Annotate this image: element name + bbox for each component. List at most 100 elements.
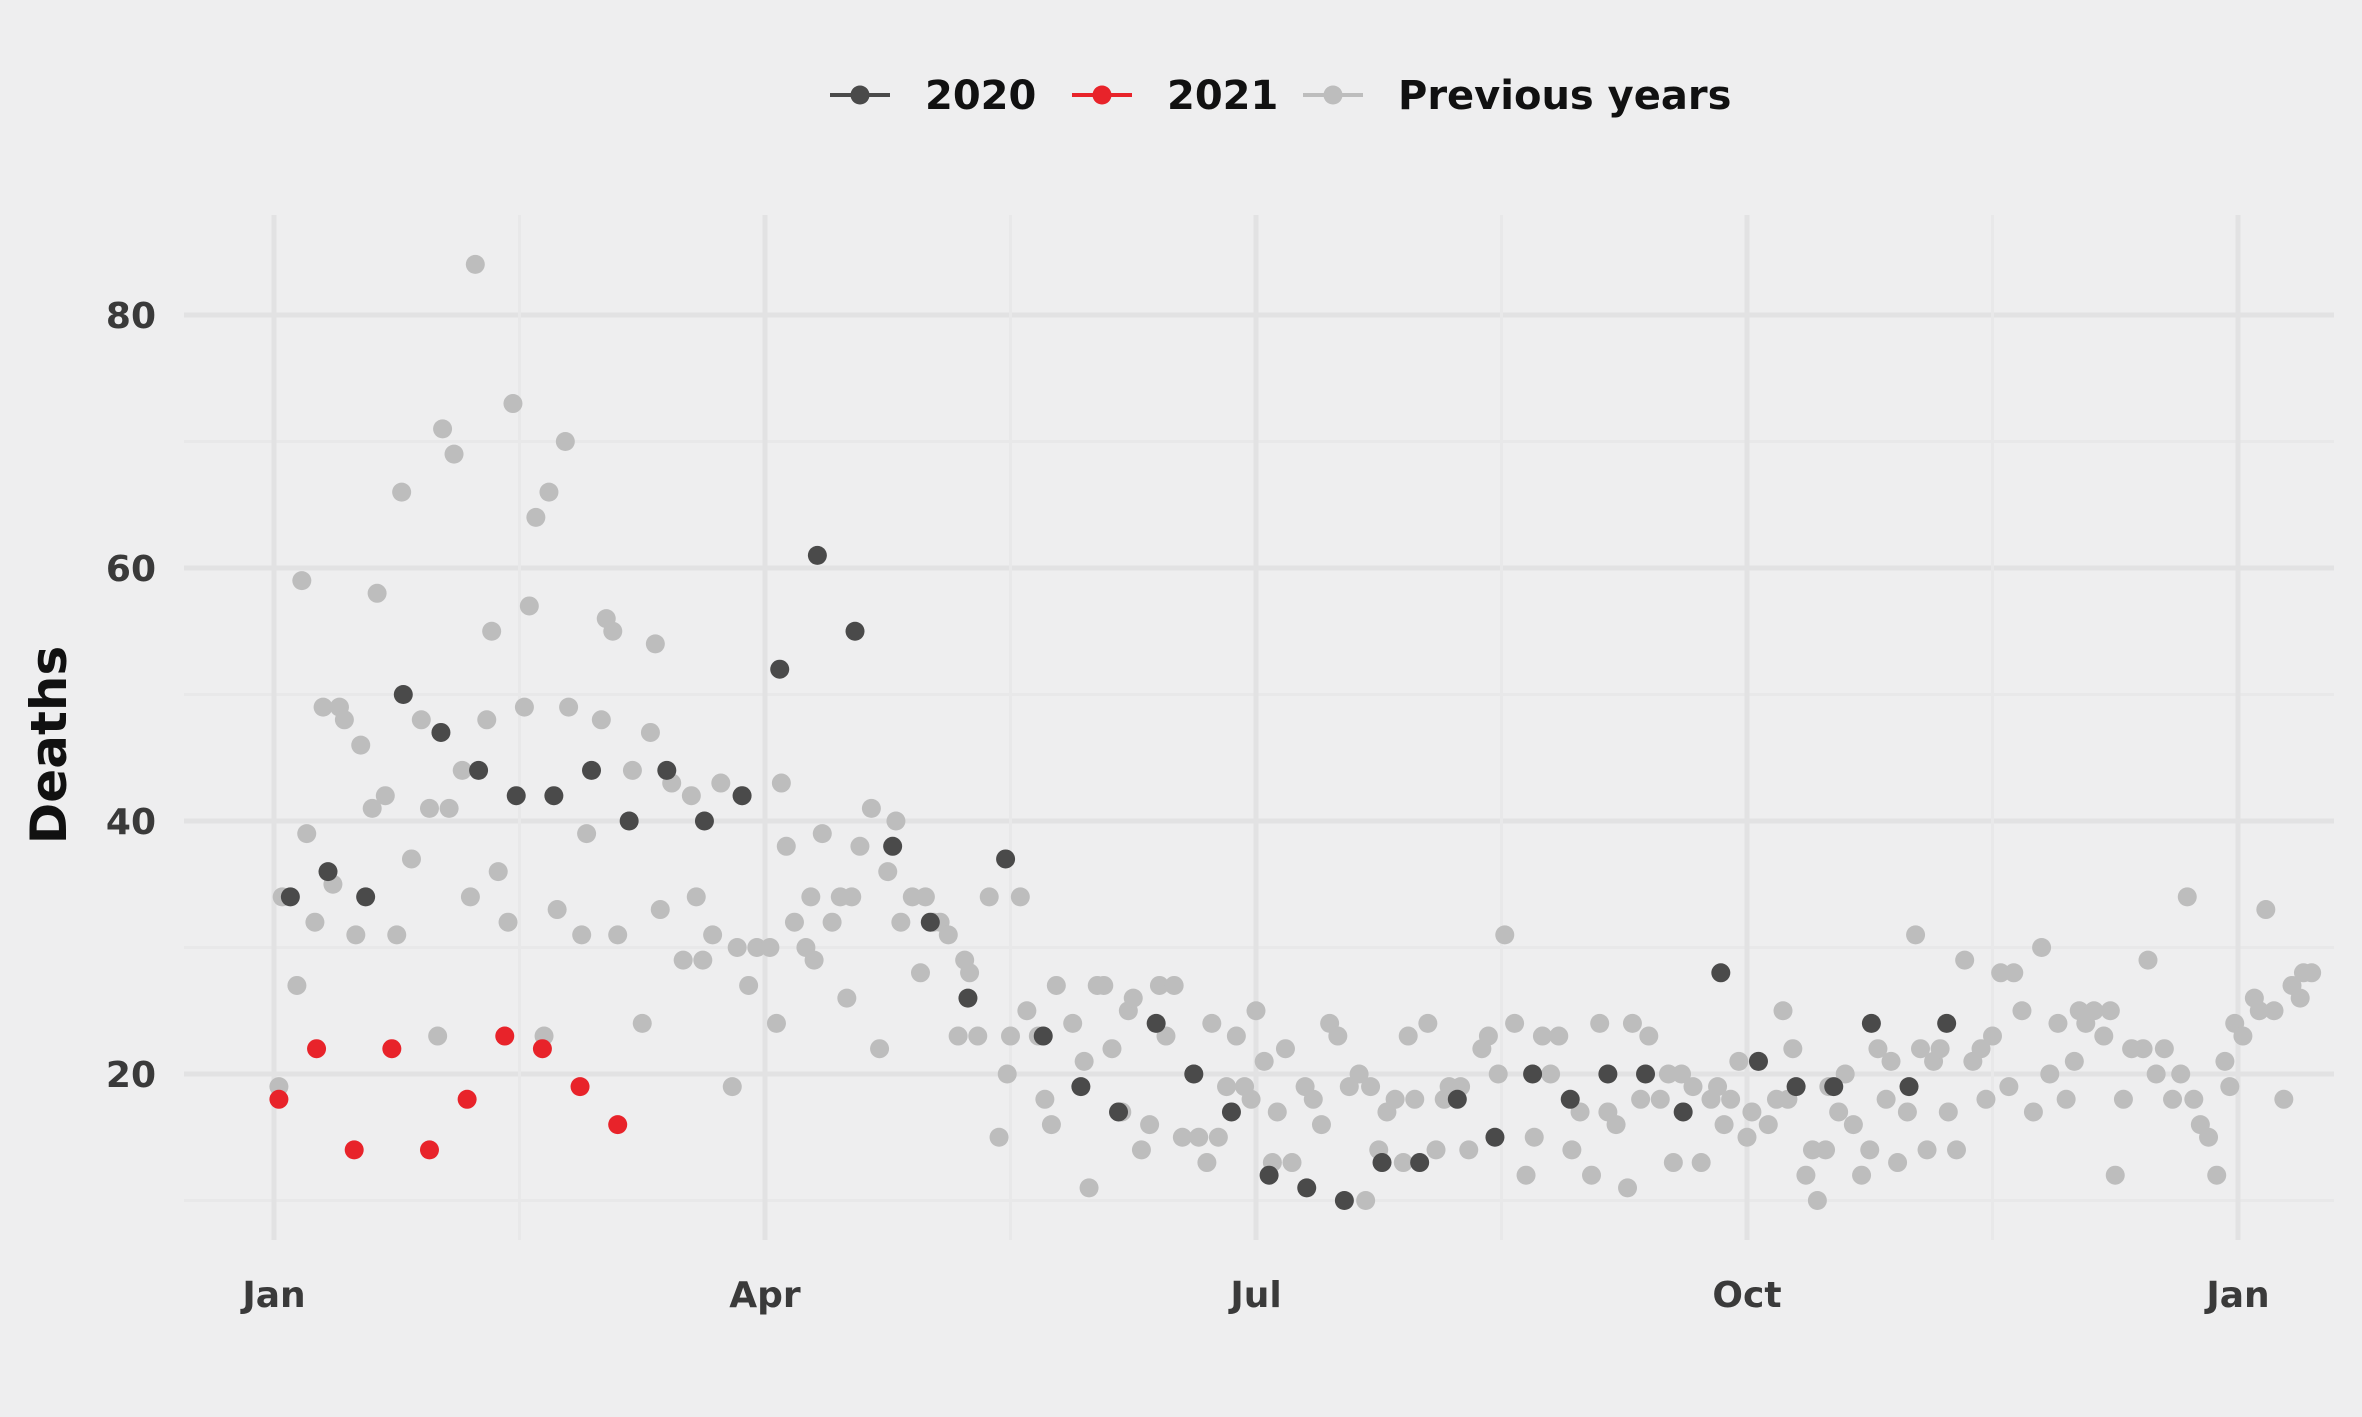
data-point (948, 1026, 968, 1046)
data-point (2207, 1165, 2227, 1185)
data-point (1946, 1140, 1966, 1160)
data-point (850, 836, 870, 856)
data-point (1971, 1039, 1991, 1059)
x-tick-label: Jan (239, 1275, 305, 1316)
data-point (444, 444, 464, 464)
data-point (1372, 1153, 1392, 1173)
data-point (2040, 1064, 2060, 1084)
data-point (996, 849, 1016, 869)
data-point (1349, 1064, 1369, 1084)
data-point (519, 596, 539, 616)
data-point (1478, 1026, 1498, 1046)
data-point (603, 621, 623, 641)
data-point (506, 786, 526, 806)
data-point (1398, 1026, 1418, 1046)
data-point (287, 975, 307, 995)
data-point (1691, 1153, 1711, 1173)
data-point (1131, 1140, 1151, 1160)
data-point (1549, 1026, 1569, 1046)
data-point (2100, 1001, 2120, 1021)
data-point (2113, 1089, 2133, 1109)
data-point (891, 912, 911, 932)
data-point (318, 862, 338, 882)
legend-label: 2020 (925, 73, 1036, 119)
data-point (1955, 950, 1975, 970)
data-point (760, 938, 780, 957)
data-point (1802, 1140, 1822, 1160)
data-point (1217, 1077, 1237, 1097)
data-point (1410, 1153, 1430, 1173)
data-point (968, 1026, 988, 1046)
data-point (382, 1039, 402, 1059)
data-point (1582, 1165, 1602, 1185)
data-point (771, 773, 791, 793)
data-point (356, 887, 376, 907)
data-point (747, 938, 767, 957)
data-point (2171, 1064, 2191, 1084)
data-point (619, 811, 639, 831)
data-point (1976, 1089, 1996, 1109)
data-point (1737, 1127, 1757, 1147)
data-point (1816, 1140, 1836, 1160)
y-axis: 20 40 60 80 (106, 296, 156, 1096)
data-point (1773, 1001, 1793, 1021)
data-point (694, 811, 714, 831)
x-tick-label: Oct (1712, 1275, 1781, 1316)
data-point (2105, 1165, 2125, 1185)
data-point (989, 1127, 1009, 1147)
data-point (1729, 1051, 1749, 1071)
data-point (1208, 1127, 1228, 1147)
data-point (2249, 1001, 2269, 1021)
y-tick-label: 20 (106, 1055, 156, 1096)
data-point (1843, 1115, 1863, 1135)
data-point (1172, 1127, 1192, 1147)
data-point (1426, 1140, 1446, 1160)
x-tick-label: Apr (729, 1275, 801, 1316)
data-point (457, 1089, 477, 1109)
data-point (1033, 1026, 1053, 1046)
data-point (938, 925, 958, 945)
data-point (428, 1026, 448, 1046)
data-point (1618, 1178, 1638, 1198)
data-point (1405, 1089, 1425, 1109)
data-point (460, 887, 480, 907)
data-point (547, 900, 567, 920)
data-point (1328, 1026, 1348, 1046)
data-point (1639, 1026, 1659, 1046)
data-point (650, 900, 670, 920)
data-point (1074, 1051, 1094, 1071)
data-point (1650, 1089, 1670, 1109)
data-point (1938, 1102, 1958, 1122)
data-point (622, 760, 642, 780)
data-point (739, 975, 759, 995)
data-point (801, 887, 821, 907)
data-point (1917, 1140, 1937, 1160)
data-point (297, 824, 317, 844)
data-point (645, 634, 665, 654)
legend: 2020 2021 Previous years (830, 73, 1731, 119)
series-2021 (269, 1026, 628, 1160)
data-point (2274, 1089, 2294, 1109)
data-point (351, 735, 371, 755)
data-point (1197, 1153, 1217, 1173)
data-point (2012, 1001, 2032, 1021)
data-point (1658, 1064, 1678, 1084)
data-point (1221, 1102, 1241, 1122)
data-point (886, 811, 906, 831)
data-point (766, 1013, 786, 1033)
data-point (1297, 1178, 1317, 1198)
data-point (387, 925, 407, 945)
data-point (419, 1140, 439, 1160)
data-point (711, 773, 731, 793)
data-point (1999, 1077, 2019, 1097)
data-point (1672, 1064, 1692, 1084)
data-point (2233, 1026, 2253, 1046)
data-point (1897, 1102, 1917, 1122)
data-point (559, 697, 579, 717)
data-point (292, 571, 312, 591)
data-point (1017, 1001, 1037, 1021)
data-point (2154, 1039, 2174, 1059)
data-point (770, 659, 790, 679)
x-axis: Jan Apr Jul Oct Jan (239, 1275, 2269, 1316)
data-point (334, 710, 354, 730)
